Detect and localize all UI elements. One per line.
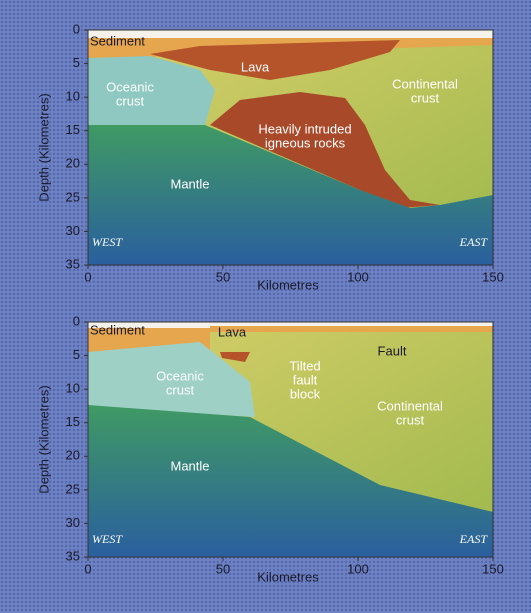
y-tick-label: 20 — [66, 156, 80, 171]
x-tick-label: 150 — [482, 269, 504, 284]
y-tick-label: 20 — [66, 448, 80, 463]
y-tick-label: 10 — [66, 381, 80, 396]
y-tick-label: 30 — [66, 223, 80, 238]
sediment-label: Sediment — [90, 33, 145, 48]
panel: 0 5 10 15 20 25 30 35 0 50 100 150 Kilometres Depth (… — [36, 21, 503, 292]
panel: 0 5 10 15 20 25 30 35 0 50 100 150 Kilometres Depth (… — [36, 313, 503, 584]
y-tick-label: 0 — [73, 313, 80, 328]
y-tick-label: 25 — [66, 189, 80, 204]
y-tick-label: 0 — [73, 21, 80, 36]
mantle-label: Mantle — [170, 458, 209, 473]
surface — [88, 30, 493, 40]
y-tick-label: 25 — [66, 481, 80, 496]
oceanic-crust — [88, 342, 255, 417]
continental-label: crust — [411, 90, 440, 105]
plot-frame — [87, 321, 494, 558]
x-tick-label: 0 — [84, 561, 91, 576]
intruded-label: igneous rocks — [265, 135, 346, 150]
y-tick-label: 15 — [66, 414, 80, 429]
tilted-label: block — [290, 386, 321, 401]
west-label: WEST — [92, 235, 123, 249]
east-label: EAST — [459, 532, 489, 546]
lava-label: Lava — [218, 324, 247, 339]
lava — [220, 352, 250, 362]
x-axis-title: Kilometres — [257, 277, 319, 292]
east-label: EAST — [459, 235, 489, 249]
y-axis-title: Depth (Kilometres) — [36, 385, 51, 493]
mantle — [88, 125, 493, 265]
tilted-label: fault — [293, 372, 318, 387]
oceanic-crust — [88, 56, 215, 125]
x-tick-label: 100 — [347, 561, 369, 576]
plot-frame — [87, 29, 494, 266]
y-tick-label: 10 — [66, 89, 80, 104]
continental-label: crust — [396, 412, 425, 427]
x-tick-label: 50 — [216, 269, 230, 284]
y-tick-label: 15 — [66, 122, 80, 137]
y-tick-label: 35 — [66, 548, 80, 563]
lava — [150, 40, 400, 80]
continental-label: Continental — [377, 398, 443, 413]
x-tick-label: 100 — [347, 269, 369, 284]
y-tick-label: 30 — [66, 515, 80, 530]
oceanic-label: crust — [116, 93, 145, 108]
oceanic-label: Oceanic — [106, 79, 154, 94]
x-tick-label: 0 — [84, 269, 91, 284]
continental-label: Continental — [392, 76, 458, 91]
y-tick-label: 35 — [66, 256, 80, 271]
intruded-label: Heavily intruded — [258, 121, 351, 136]
mantle-label: Mantle — [170, 176, 209, 191]
west-label: WEST — [92, 532, 123, 546]
igneous-rocks — [210, 92, 440, 208]
y-axis-title: Depth (Kilometres) — [36, 93, 51, 201]
lava-label: Lava — [241, 59, 270, 74]
x-tick-label: 150 — [482, 561, 504, 576]
y-tick-label: 5 — [73, 347, 80, 362]
sediment — [210, 326, 493, 332]
x-axis-title: Kilometres — [257, 569, 319, 584]
sediment-label: Sediment — [90, 322, 145, 337]
y-tick-label: 5 — [73, 55, 80, 70]
mantle — [88, 405, 493, 557]
oceanic-label: Oceanic — [156, 368, 204, 383]
fault-label: Fault — [378, 343, 407, 358]
x-tick-label: 50 — [216, 561, 230, 576]
tilted-label: Tilted — [289, 358, 320, 373]
oceanic-label: crust — [166, 382, 195, 397]
